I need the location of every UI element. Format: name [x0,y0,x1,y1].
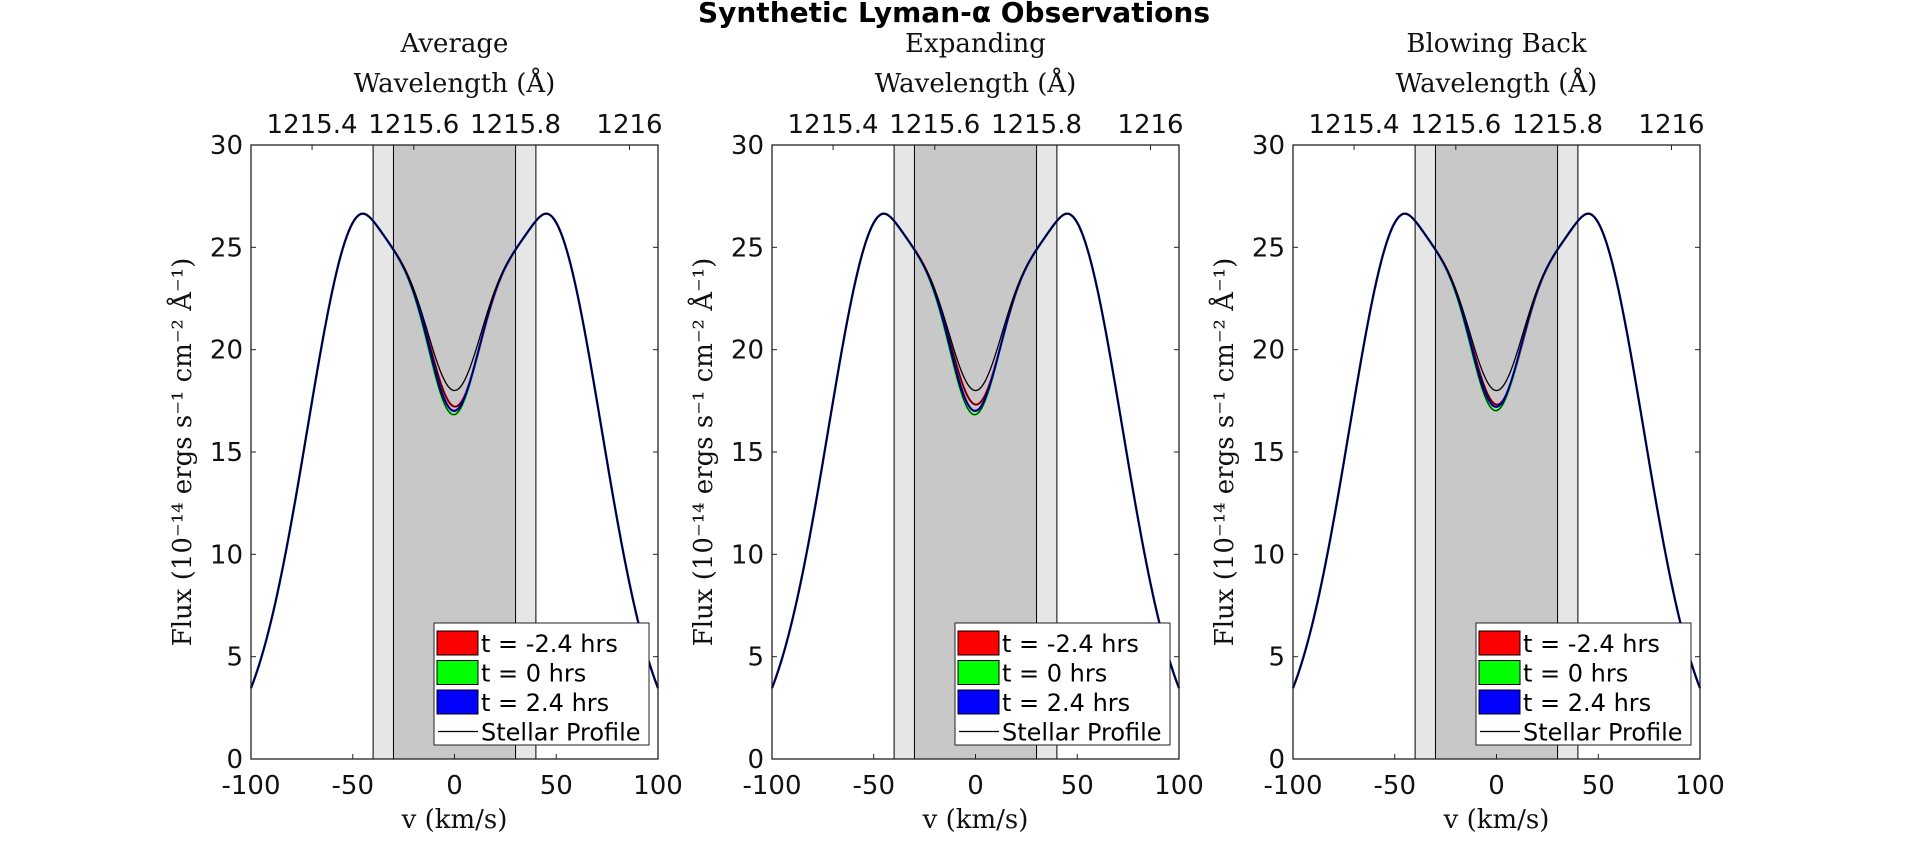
legend-label: t = 2.4 hrs [481,689,609,717]
x-tick-label: 100 [1675,771,1725,801]
top-tick-label: 1216 [596,110,662,140]
legend-label: t = -2.4 hrs [481,630,618,658]
legend-swatch [436,660,479,685]
y-tick-label: 5 [747,643,764,673]
legend-swatch [1478,630,1521,656]
series-line [1292,212,1701,689]
legend-swatch [436,630,479,656]
y-tick-label: 0 [1268,745,1285,775]
x-tick-label: -100 [221,771,280,801]
top-tick-label: 1215.8 [1512,110,1603,140]
x-tick-label: 100 [1154,771,1204,801]
legend-label: t = 0 hrs [1002,660,1107,688]
chart-panel-1: 0 5 10 15 20 25 30 -100 -50 0 50 100 1215.4 1215.6 121… [166,29,683,835]
x-tick-label: 0 [967,771,984,801]
series-line [771,212,1180,689]
legend-label: t = 2.4 hrs [1523,689,1651,717]
x-tick-label: 0 [446,771,463,801]
panel-title: Expanding [905,29,1046,59]
legend-swatch [436,689,479,715]
y-tick-label: 10 [210,540,243,570]
x-tick-label: -100 [1263,771,1322,801]
y-tick-label: 5 [1268,643,1285,673]
y-tick-label: 20 [1252,336,1285,366]
chart-panel-3: 0 5 10 15 20 25 30 -100 -50 0 50 100 1215.4 1215.6 121… [1208,29,1725,835]
y-tick-label: 25 [1252,233,1285,263]
legend-label: Stellar Profile [481,719,641,747]
y-tick-label: 25 [731,233,764,263]
top-tick-label: 1215.6 [889,110,980,140]
y-tick-label: 25 [210,233,243,263]
top-tick-label: 1215.6 [1410,110,1501,140]
x-axis-label: v (km/s) [401,805,508,835]
legend-label: Stellar Profile [1002,719,1162,747]
legend-swatch [1478,689,1521,715]
legend-label: t = 0 hrs [1523,660,1628,688]
y-tick-label: 10 [731,540,764,570]
y-tick-label: 30 [1252,131,1285,161]
legend-swatch [957,660,1000,685]
y-tick-label: 0 [747,745,764,775]
legend-swatch [957,630,1000,656]
y-tick-label: 20 [731,336,764,366]
y-tick-label: 30 [210,131,243,161]
legend-label: t = 0 hrs [481,660,586,688]
top-tick-label: 1215.8 [470,110,561,140]
y-axis-label: Flux (10⁻¹⁴ ergs s⁻¹ cm⁻² Å⁻¹) [166,258,198,647]
y-tick-label: 0 [226,745,243,775]
x-axis-label: v (km/s) [1443,805,1550,835]
panel-title: Blowing Back [1406,29,1586,59]
x-tick-label: -50 [853,771,895,801]
y-axis-label: Flux (10⁻¹⁴ ergs s⁻¹ cm⁻² Å⁻¹) [1208,258,1240,647]
legend-label: Stellar Profile [1523,719,1683,747]
legend-label: t = -2.4 hrs [1002,630,1139,658]
y-tick-label: 15 [1252,438,1285,468]
legend-label: t = 2.4 hrs [1002,689,1130,717]
chart-panel-2: 0 5 10 15 20 25 30 -100 -50 0 50 100 1215.4 1215.6 121… [687,29,1204,835]
y-tick-label: 30 [731,131,764,161]
x-tick-label: 100 [633,771,683,801]
legend-label: t = -2.4 hrs [1523,630,1660,658]
top-axis-label: Wavelength (Å) [1396,67,1598,99]
x-tick-label: 50 [540,771,573,801]
x-tick-label: 50 [1582,771,1615,801]
series-line [250,212,659,689]
x-tick-label: 50 [1061,771,1094,801]
top-tick-label: 1215.4 [267,110,358,140]
legend-swatch [957,689,1000,715]
y-tick-label: 10 [1252,540,1285,570]
x-tick-label: -50 [332,771,374,801]
top-tick-label: 1215.4 [788,110,879,140]
top-tick-label: 1215.4 [1309,110,1400,140]
y-tick-label: 5 [226,643,243,673]
y-tick-label: 20 [210,336,243,366]
x-tick-label: 0 [1488,771,1505,801]
top-axis-label: Wavelength (Å) [875,67,1077,99]
legend-swatch [1478,660,1521,685]
x-tick-label: -100 [742,771,801,801]
x-axis-label: v (km/s) [922,805,1029,835]
top-tick-label: 1215.8 [991,110,1082,140]
x-tick-label: -50 [1374,771,1416,801]
panel-title: Average [400,29,509,59]
top-tick-label: 1216 [1117,110,1183,140]
y-tick-label: 15 [210,438,243,468]
y-tick-label: 15 [731,438,764,468]
top-axis-label: Wavelength (Å) [354,67,556,99]
top-tick-label: 1215.6 [368,110,459,140]
top-tick-label: 1216 [1638,110,1704,140]
figure-title: Synthetic Lyman-α Observations [698,0,1210,29]
y-axis-label: Flux (10⁻¹⁴ ergs s⁻¹ cm⁻² Å⁻¹) [687,258,719,647]
